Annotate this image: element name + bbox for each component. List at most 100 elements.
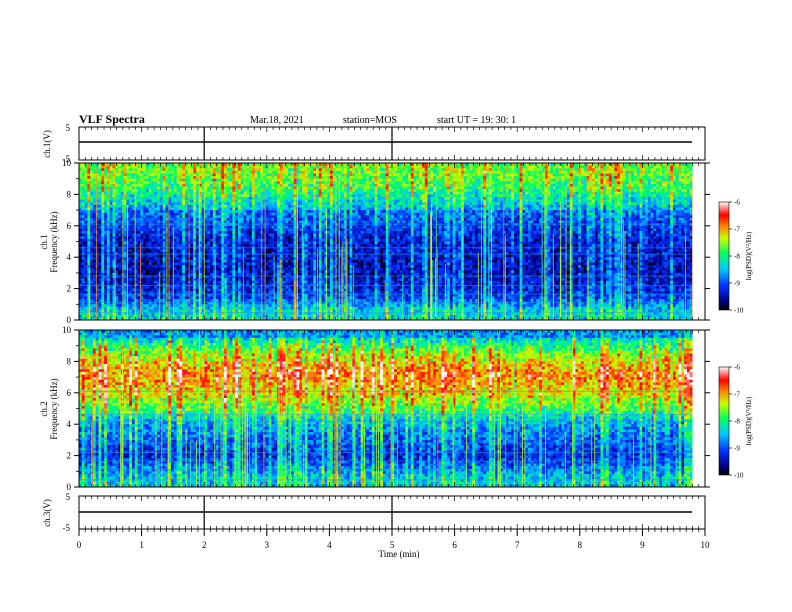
spectrogram-cell [149,179,152,182]
spectrogram-cell [324,200,327,203]
spectrogram-cell [316,176,319,179]
spectrogram-cell [603,192,606,195]
spectrogram-cell [391,171,394,174]
spectrogram-cell [673,207,676,210]
spectrogram-cell [280,194,283,197]
spectrogram-cell [112,187,115,190]
spectrogram-cell [375,205,378,208]
spectrogram-cell [230,176,233,179]
spectrogram-cell [433,166,436,169]
spectrogram-cell [575,187,578,190]
spectrogram-cell [310,194,313,197]
spectrogram-cell [244,202,247,205]
spectrogram-cell [271,194,274,197]
spectrogram-cell [163,179,166,182]
spectrogram-cell [617,166,620,169]
spectrogram-cell [442,200,445,203]
spectrogram-cell [561,184,564,187]
spectrogram-cell [679,181,682,184]
spectrogram-cell [617,197,620,200]
spectrogram-cell [157,207,160,210]
spectrogram-cell [514,205,517,208]
spectrogram-cell [444,200,447,203]
spectrogram-cell [230,194,233,197]
spectrogram-cell [606,207,609,210]
spectrogram-cell [570,189,573,192]
spectrogram-cell [506,166,509,169]
spectrogram-cell [138,171,141,174]
spectrogram-cell [104,200,107,203]
spectrogram-cell [107,176,110,179]
spectrogram-cell [257,200,260,203]
spectrogram-cell [224,181,227,184]
spectrogram-cell [492,202,495,205]
spectrogram-cell [536,179,539,182]
spectrogram-cell [305,166,308,169]
spectrogram-cell [659,205,662,208]
spectrogram-cell [522,187,525,190]
spectrogram-cell [324,166,327,169]
spectrogram-cell [520,202,523,205]
spectrogram-cell [687,205,690,208]
spectrogram-cell [263,179,266,182]
spectrogram-cell [679,166,682,169]
spectrogram-cell [570,205,573,208]
spectrogram-cell [556,200,559,203]
spectrogram-cell [140,197,143,200]
spectrogram-cell [461,189,464,192]
spectrogram-cell [561,200,564,203]
spectrogram-cell [185,166,188,169]
spectrogram-cell [419,202,422,205]
spectrogram-cell [115,194,118,197]
spectrogram-cell [99,173,102,176]
spectrogram-cell [511,181,514,184]
spectrogram-cell [210,179,213,182]
spectrogram-cell [386,176,389,179]
spectrogram-cell [263,197,266,200]
spectrogram-cell [570,187,573,190]
spectrogram-cell [626,202,629,205]
spectrogram-cell [494,189,497,192]
spectrogram-cell [442,168,445,171]
spectrogram-cell [216,187,219,190]
spectrogram-cell [676,192,679,195]
spectrogram-cell [503,194,506,197]
spectrogram-cell [313,173,316,176]
spectrogram-cell [447,176,450,179]
spectrogram-cell [112,205,115,208]
spectrogram-cell [280,207,283,210]
spectrogram-cell [589,179,592,182]
spectrogram-cell [419,176,422,179]
spectrogram-cell [492,200,495,203]
spectrogram-cell [595,207,598,210]
spectrogram-cell [363,173,366,176]
spectrogram-cell [414,181,417,184]
spectrogram-cell [612,197,615,200]
spectrogram-cell [277,205,280,208]
spectrogram-cell [149,176,152,179]
spectrogram-cell [227,173,230,176]
spectrogram-cell [653,166,656,169]
spectrogram-cell [461,192,464,195]
spectrogram-cell [110,200,113,203]
spectrogram-cell [389,184,392,187]
spectrogram-cell [628,171,631,174]
spectrogram-cell [662,181,665,184]
spectrogram-cell [107,166,110,169]
spectrogram-cell [659,179,662,182]
spectrogram-cell [581,171,584,174]
spectrogram-cell [238,181,241,184]
spectrogram-cell [283,176,286,179]
spectrogram-cell [224,210,227,213]
spectrogram-cell [681,202,684,205]
spectrogram-cell [255,189,258,192]
spectrogram-cell [182,173,185,176]
spectrogram-cell [550,166,553,169]
spectrogram-cell [511,205,514,208]
spectrogram-cell [419,187,422,190]
spectrogram-cell [386,194,389,197]
spectrogram-cell [587,184,590,187]
spectrogram-cell [330,187,333,190]
spectrogram-cell [299,171,302,174]
spectrogram-cell [400,194,403,197]
